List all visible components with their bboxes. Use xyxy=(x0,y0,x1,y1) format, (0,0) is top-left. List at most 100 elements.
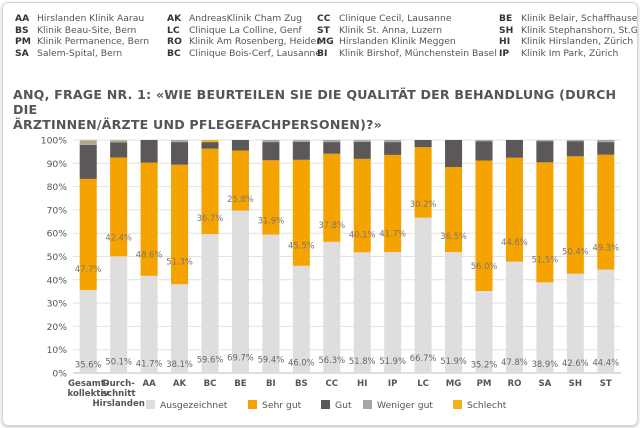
clinic-code-name: Salem-Spital, Bern xyxy=(37,47,123,59)
bar-segment-gut xyxy=(231,140,249,151)
bar-segment-gut xyxy=(384,142,402,155)
bar-segment-sehr-gut xyxy=(292,159,310,266)
data-label-sehr-gut: 41.7% xyxy=(379,229,406,239)
data-label-ausgezeichnet: 47.8% xyxy=(501,357,528,367)
clinic-code-name: Clinique Bois-Cerf, Lausanne xyxy=(189,47,321,59)
data-label-ausgezeichnet: 46.0% xyxy=(288,357,315,367)
bar-segment-sehr-gut xyxy=(505,157,523,262)
bar-segment-sehr-gut xyxy=(353,158,371,253)
clinic-code-name: Klinik Permanence, Bern xyxy=(37,36,150,47)
bar-segment-gut xyxy=(505,140,523,158)
bar-segment-gut xyxy=(323,142,341,154)
data-label-ausgezeichnet: 42.6% xyxy=(562,358,589,368)
x-tick-label: BE xyxy=(234,379,247,389)
bar-segment-weniger-gut xyxy=(262,140,280,143)
x-tick-label-line: SH xyxy=(569,379,582,389)
data-label-ausgezeichnet: 59.6% xyxy=(197,355,224,365)
bar-segment-ausgezeichnet xyxy=(323,241,341,373)
x-tick-label-line: BS xyxy=(295,379,308,389)
data-label-sehr-gut: 40.1% xyxy=(349,230,376,240)
clinic-code-ip: IP Klinik Im Park, Zürich xyxy=(499,48,618,59)
x-tick-label-line: SA xyxy=(538,379,551,389)
bar-segment-weniger-gut xyxy=(566,140,584,142)
bar-segment-gut xyxy=(110,142,128,158)
bar-segment-ausgezeichnet xyxy=(475,290,493,373)
x-tick-label-line: HI xyxy=(357,379,367,389)
bar-segment-gut xyxy=(79,144,97,179)
x-tick-label-line: BI xyxy=(266,379,276,389)
x-tick-label-line: schnitt xyxy=(102,389,136,399)
clinic-code-abbr: BI xyxy=(317,47,328,59)
x-tick-label: RO xyxy=(507,379,521,389)
y-tick-label: 90% xyxy=(47,159,68,170)
data-label-sehr-gut: 50.4% xyxy=(562,246,589,256)
x-tick-label-line: BE xyxy=(234,379,247,389)
legend-label: Schlecht xyxy=(467,400,507,411)
x-tick-label-line: kollektiv xyxy=(67,389,109,399)
data-label-sehr-gut: 37.8% xyxy=(318,220,345,230)
clinic-code-sh: SH Klinik Stephanshorn, St.Gallen xyxy=(499,25,637,36)
clinic-code-abbr: IP xyxy=(499,47,510,59)
bar-segment-sehr-gut xyxy=(262,160,280,235)
bar-segment-sehr-gut xyxy=(536,162,554,283)
clinic-code-abbr: AK xyxy=(167,13,182,24)
data-label-sehr-gut: 36.7% xyxy=(197,213,224,223)
data-label-ausgezeichnet: 35.2% xyxy=(471,360,498,370)
bar-segment-ausgezeichnet xyxy=(110,256,128,373)
x-tick-label: Durch-schnitt Hirslanden xyxy=(92,379,144,409)
clinic-code-name: Klinik Am Rosenberg, Heiden xyxy=(189,36,322,47)
clinic-code-sa: SA Salem-Spital, Bern xyxy=(15,48,122,59)
bar-segment-weniger-gut xyxy=(323,140,341,143)
clinic-code-name: AndreasKlinik Cham Zug xyxy=(189,13,303,24)
bar-segment-gut xyxy=(566,141,584,157)
y-tick-label: 70% xyxy=(47,205,68,216)
data-label-sehr-gut: 51.3% xyxy=(166,257,193,267)
bar-segment-sehr-gut xyxy=(231,150,249,211)
bar-segment-weniger-gut xyxy=(475,140,493,142)
data-label-ausgezeichnet: 38.9% xyxy=(532,359,559,369)
clinic-code-ak: AK AndreasKlinik Cham Zug xyxy=(167,13,302,24)
bar-segment-gut xyxy=(292,141,310,160)
bar-segment-weniger-gut xyxy=(110,140,128,143)
bar-segment-ausgezeichnet xyxy=(597,269,615,373)
y-tick-label: 0% xyxy=(52,369,67,380)
data-label-sehr-gut: 25.8% xyxy=(227,194,254,204)
x-tick-label-line: Hirslanden xyxy=(92,399,144,409)
data-label-ausgezeichnet: 56.3% xyxy=(318,355,345,365)
bar-segment-gut xyxy=(353,141,371,159)
data-label-ausgezeichnet: 50.1% xyxy=(105,356,132,366)
legend-swatch-ausgezeichnet xyxy=(146,400,155,409)
data-label-sehr-gut: 31.9% xyxy=(258,215,285,225)
x-tick-label-line: BC xyxy=(204,379,217,389)
bar-segment-weniger-gut xyxy=(79,140,97,145)
legend-label: Sehr gut xyxy=(262,400,302,411)
x-tick-label-line: AK xyxy=(173,379,187,389)
bar-segment-sehr-gut xyxy=(323,153,341,242)
x-tick-label: BI xyxy=(266,379,276,389)
bar-segment-weniger-gut xyxy=(353,140,371,142)
legend-label: Ausgezeichnet xyxy=(160,400,228,411)
y-tick-label: 80% xyxy=(47,182,68,193)
clinic-code-st: ST Klinik St. Anna, Luzern xyxy=(317,25,442,36)
clinic-code-name: Klinik Birshof, Münchenstein Basel xyxy=(339,47,497,59)
bar-segment-ausgezeichnet xyxy=(536,282,554,373)
x-tick-label: MG xyxy=(446,379,462,389)
data-label-sehr-gut: 47.7% xyxy=(75,264,102,274)
x-tick-label: LC xyxy=(417,379,429,389)
data-label-sehr-gut: 51.5% xyxy=(532,255,559,265)
bar-segment-ausgezeichnet xyxy=(140,275,158,373)
legend-label: Gut xyxy=(335,400,352,411)
clinic-code-abbr: BS xyxy=(15,24,29,36)
clinic-code-ro: RO Klinik Am Rosenberg, Heiden xyxy=(167,36,322,47)
x-tick-label-line: LC xyxy=(417,379,429,389)
x-tick-label: CC xyxy=(325,379,338,389)
bar-segment-sehr-gut xyxy=(110,157,128,257)
x-tick-label: BC xyxy=(204,379,217,389)
legend-label: Weniger gut xyxy=(377,400,433,411)
y-tick-label: 30% xyxy=(47,299,68,310)
x-tick-label: HI xyxy=(357,379,367,389)
x-tick-label: AK xyxy=(173,379,187,389)
bar-segment-ausgezeichnet xyxy=(79,290,97,373)
bar-segment-ausgezeichnet xyxy=(566,273,584,373)
